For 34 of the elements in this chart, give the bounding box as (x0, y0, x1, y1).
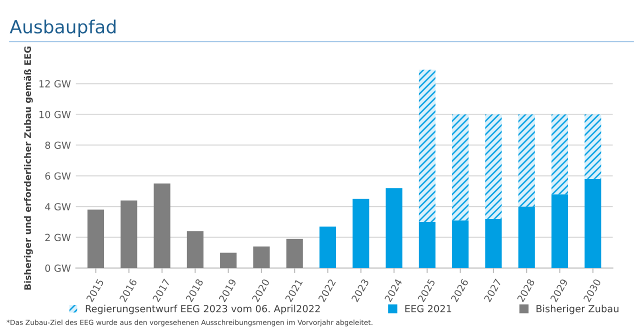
bar (584, 114, 602, 179)
bar (485, 114, 502, 219)
bar (186, 231, 204, 268)
bar (551, 194, 568, 268)
y-tick-label: 8 GW (45, 142, 71, 149)
bar (87, 210, 104, 268)
legend-label: EEG 2021 (405, 304, 452, 312)
y-tick-label: 0 GW (45, 264, 71, 272)
bar (418, 222, 436, 268)
bar (154, 184, 170, 268)
y-tick-label: 12 GW (39, 80, 71, 88)
legend-label: Regierungsentwurf EEG 2023 vom 06. April2022 (86, 304, 320, 314)
bar (253, 246, 270, 268)
y-tick-label: 10 GW (39, 110, 71, 118)
bar (319, 226, 336, 268)
bar (286, 238, 303, 268)
bar (584, 178, 602, 268)
y-axis-title: Bisheriger und erforderlicher Zubau gemäß EEG (24, 46, 33, 290)
bar (418, 70, 436, 222)
bar (551, 114, 568, 194)
y-tick-label: 4 GW (45, 203, 71, 210)
legend-label: Bisheriger Zubau (536, 304, 618, 314)
bar (120, 200, 138, 268)
bar (485, 218, 502, 268)
bar (220, 252, 237, 268)
y-tick-label: 6 GW (45, 172, 71, 180)
y-tick-label: 2 GW (45, 234, 71, 242)
bar (352, 198, 370, 268)
bar (452, 220, 469, 268)
bar (518, 206, 535, 268)
bar (452, 114, 469, 220)
chart-title: Ausbaupfad (10, 20, 116, 38)
bar (518, 114, 535, 207)
bar (386, 188, 402, 268)
